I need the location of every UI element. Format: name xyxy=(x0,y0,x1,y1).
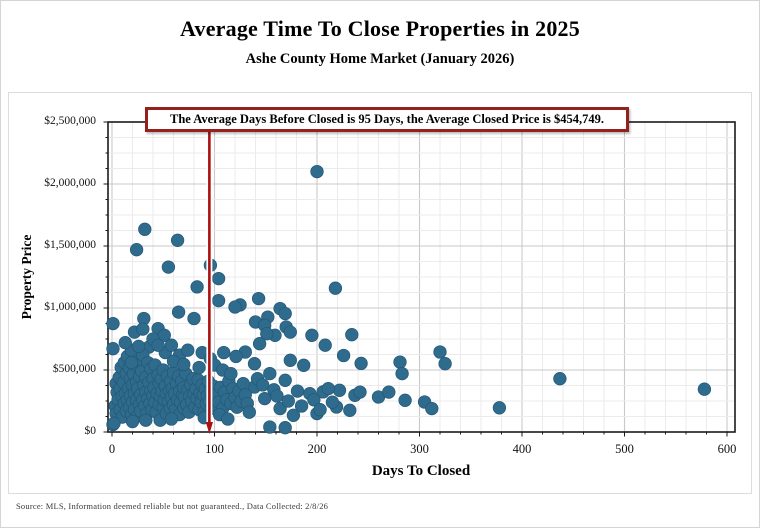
data-point xyxy=(297,358,311,372)
data-point xyxy=(345,328,359,342)
data-point xyxy=(161,260,176,274)
data-point xyxy=(260,327,274,341)
x-tick-label: 400 xyxy=(512,442,532,456)
x-tick-label: 600 xyxy=(717,442,737,456)
x-tick-label: 0 xyxy=(108,442,116,456)
data-point xyxy=(328,281,343,295)
data-point xyxy=(553,372,567,386)
data-point xyxy=(325,395,340,409)
data-point xyxy=(217,345,231,360)
data-point xyxy=(433,345,447,359)
chart-subtitle: Ashe County Home Market (January 2026) xyxy=(245,51,515,67)
data-point xyxy=(278,306,292,321)
scatter-plot xyxy=(103,121,736,437)
data-point xyxy=(106,342,120,356)
data-point xyxy=(278,421,292,435)
data-point xyxy=(129,243,144,257)
data-point xyxy=(139,413,153,427)
data-point xyxy=(395,366,409,381)
data-point xyxy=(307,393,321,407)
y-tick-label: $2,000,000 xyxy=(44,176,96,189)
y-tick-label: $0 xyxy=(84,424,97,437)
chart-title: Average Time To Close Properties in 2025 xyxy=(180,16,580,41)
data-point xyxy=(224,367,238,381)
data-point xyxy=(290,384,305,398)
data-point xyxy=(106,316,120,331)
data-point xyxy=(354,356,368,371)
data-point xyxy=(382,385,396,399)
data-point xyxy=(125,414,140,429)
data-point xyxy=(211,271,226,286)
data-point xyxy=(270,389,284,403)
data-point xyxy=(151,338,165,352)
data-point xyxy=(263,420,277,434)
average-annotation-box: The Average Days Before Closed is 95 Day… xyxy=(145,107,629,132)
x-tick-label: 500 xyxy=(615,442,634,456)
data-point xyxy=(131,339,146,354)
data-point xyxy=(251,291,266,306)
x-axis-title: Days To Closed xyxy=(371,463,471,479)
data-point xyxy=(278,373,292,387)
data-point xyxy=(247,357,262,371)
data-point xyxy=(242,405,256,419)
data-point xyxy=(305,328,319,342)
data-point xyxy=(294,399,309,413)
data-point xyxy=(393,355,407,369)
data-point xyxy=(181,343,195,357)
data-point xyxy=(190,280,204,294)
y-axis-title: Property Price xyxy=(19,234,34,320)
data-point xyxy=(492,401,507,415)
data-point xyxy=(281,394,295,408)
data-point xyxy=(313,403,327,417)
data-point xyxy=(343,403,357,417)
y-tick-label: $1,500,000 xyxy=(44,238,96,251)
data-point xyxy=(353,385,367,399)
data-point xyxy=(192,360,206,375)
data-point xyxy=(211,293,226,308)
data-point xyxy=(263,366,277,381)
data-point xyxy=(177,357,191,372)
data-point xyxy=(283,353,297,367)
data-point xyxy=(318,338,332,352)
data-point xyxy=(136,322,150,336)
data-point xyxy=(221,412,235,426)
data-point xyxy=(425,401,439,416)
data-point xyxy=(286,408,301,422)
data-point xyxy=(283,325,297,339)
data-points xyxy=(106,164,712,435)
data-point xyxy=(697,382,712,396)
data-point xyxy=(170,233,185,247)
data-point xyxy=(164,412,179,426)
data-point xyxy=(187,311,201,326)
data-point xyxy=(336,348,351,363)
y-tick-label: $500,000 xyxy=(52,362,96,375)
x-tick-label: 100 xyxy=(205,442,224,456)
data-point xyxy=(138,222,152,236)
data-point xyxy=(228,300,242,314)
data-point xyxy=(252,337,267,351)
data-point xyxy=(256,378,270,392)
data-point xyxy=(118,336,132,350)
data-point xyxy=(229,349,243,364)
data-point xyxy=(438,357,452,371)
y-tick-label: $2,500,000 xyxy=(44,114,96,127)
data-point xyxy=(107,416,121,430)
source-note: Source: MLS, Information deemed reliable… xyxy=(16,501,329,511)
data-point xyxy=(310,164,324,179)
x-tick-label: 200 xyxy=(307,442,327,456)
data-point xyxy=(321,381,335,396)
data-point xyxy=(164,338,179,352)
data-point xyxy=(171,305,186,319)
data-point xyxy=(236,376,250,391)
data-point xyxy=(124,355,139,370)
data-point xyxy=(273,401,287,416)
x-tick-label: 300 xyxy=(410,442,429,456)
y-tick-label: $1,000,000 xyxy=(44,300,96,313)
data-point xyxy=(332,383,347,397)
average-line-arrowhead xyxy=(205,422,213,434)
data-point xyxy=(398,393,412,407)
